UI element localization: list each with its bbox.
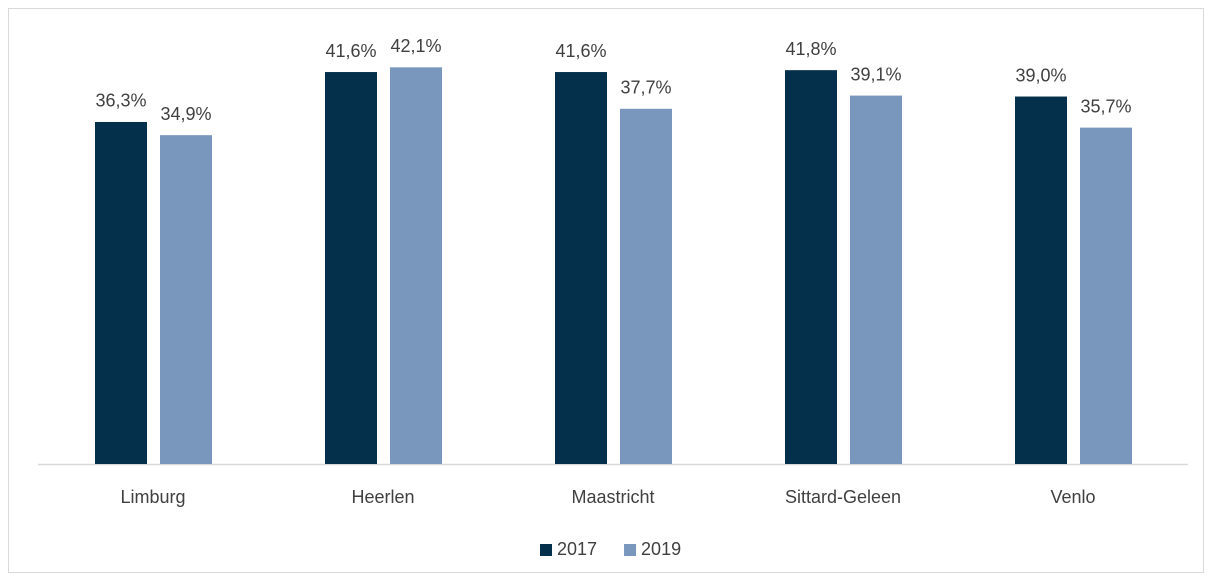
x-tick-label: Limburg [120,487,185,507]
bar [785,70,837,464]
bar [850,95,902,464]
data-label: 39,0% [1015,65,1066,85]
x-tick-label: Heerlen [351,487,414,507]
bar [1080,127,1132,465]
bar [555,72,607,464]
legend-label: 2017 [557,539,597,559]
bar [1015,96,1067,465]
data-label: 41,6% [555,41,606,61]
x-tick-label: Maastricht [571,487,654,507]
data-label: 35,7% [1080,96,1131,116]
bar [95,121,147,465]
legend-swatch [540,544,552,556]
data-label: 37,7% [620,78,671,98]
data-label: 34,9% [160,104,211,124]
data-label: 36,3% [95,91,146,111]
bar [160,135,212,465]
bar [325,72,377,464]
data-label: 41,8% [785,39,836,59]
data-label: 41,6% [325,41,376,61]
bar [390,67,442,464]
bar [620,108,672,464]
data-label: 39,1% [850,64,901,84]
x-tick-label: Venlo [1050,487,1095,507]
data-label: 42,1% [390,36,441,56]
legend-swatch [624,544,637,556]
x-tick-label: Sittard-Geleen [785,487,901,507]
legend-label: 2019 [641,539,681,559]
